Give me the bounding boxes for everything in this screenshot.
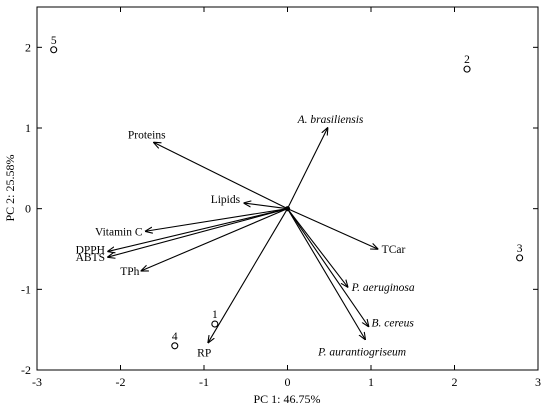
loading-vector-arrow <box>287 208 378 249</box>
loading-vector-arrow <box>287 128 328 209</box>
score-point <box>211 320 219 328</box>
loading-vector-label: DPPH <box>76 244 105 256</box>
score-point <box>463 65 471 73</box>
score-point-label: 3 <box>517 243 523 255</box>
loading-vector-label: Proteins <box>128 130 166 142</box>
y-axis-ticks: -2 -1 0 1 2 <box>21 40 538 377</box>
loading-vector-arrow <box>141 208 288 271</box>
loading-vector-label: RP <box>197 348 211 360</box>
x-tick-label: 3 <box>535 375 541 389</box>
loading-vector-arrow <box>154 143 288 210</box>
origin-dot <box>284 206 291 212</box>
y-tick-label: 0 <box>25 202 31 216</box>
x-axis-ticks: -3 -2 -1 0 1 2 3 <box>32 7 541 389</box>
loading-vector-arrow <box>208 208 288 343</box>
loading-vector-label: Lipids <box>211 194 241 206</box>
y-tick-label: 2 <box>25 40 31 54</box>
loading-vector-label: B. cereus <box>371 317 414 329</box>
loading-vector-arrow <box>287 208 366 340</box>
loading-vector-label: ABTS <box>76 252 105 264</box>
score-point-label: 5 <box>51 35 57 47</box>
x-tick-label: 2 <box>452 375 458 389</box>
loading-vector-label: TPh <box>120 266 139 278</box>
score-point <box>50 46 58 54</box>
x-tick-label: 1 <box>368 375 374 389</box>
score-point-label: 2 <box>464 54 470 66</box>
score-points: 1 2 3 4 5 <box>50 35 524 350</box>
loading-vector-arrow <box>287 208 348 287</box>
loading-vector-arrow <box>108 208 288 257</box>
loading-vector-arrow <box>146 208 288 232</box>
score-point-label: 4 <box>172 331 178 343</box>
loading-vector-label: TCar <box>382 244 406 256</box>
y-tick-label: -2 <box>21 363 31 377</box>
y-axis-label: PC 2: 25.58% <box>3 154 17 221</box>
loading-vector-arrow <box>108 208 288 252</box>
score-point <box>171 342 179 350</box>
loading-vector-arrow <box>287 208 369 327</box>
loading-vector-label: P. aurantiogriseum <box>317 346 406 358</box>
x-axis-label: PC 1: 46.75% <box>253 392 320 406</box>
loading-vector-label: A. brasiliensis <box>297 114 364 126</box>
x-tick-label: 0 <box>285 375 291 389</box>
score-point <box>516 254 524 262</box>
loading-vector-label: Vitamin C <box>95 226 143 238</box>
x-tick-label: -1 <box>199 375 209 389</box>
x-tick-label: -3 <box>32 375 42 389</box>
loading-vectors: A. brasiliensis Proteins Lipids Vitamin C DP… <box>76 114 415 360</box>
loading-vector-arrow <box>244 203 288 210</box>
score-point-label: 1 <box>212 309 218 321</box>
plot-frame <box>36 6 539 371</box>
y-tick-label: 1 <box>25 121 31 135</box>
x-tick-label: -2 <box>116 375 126 389</box>
y-tick-label: -1 <box>21 282 31 296</box>
loading-vector-label: P. aeruginosa <box>351 282 415 294</box>
